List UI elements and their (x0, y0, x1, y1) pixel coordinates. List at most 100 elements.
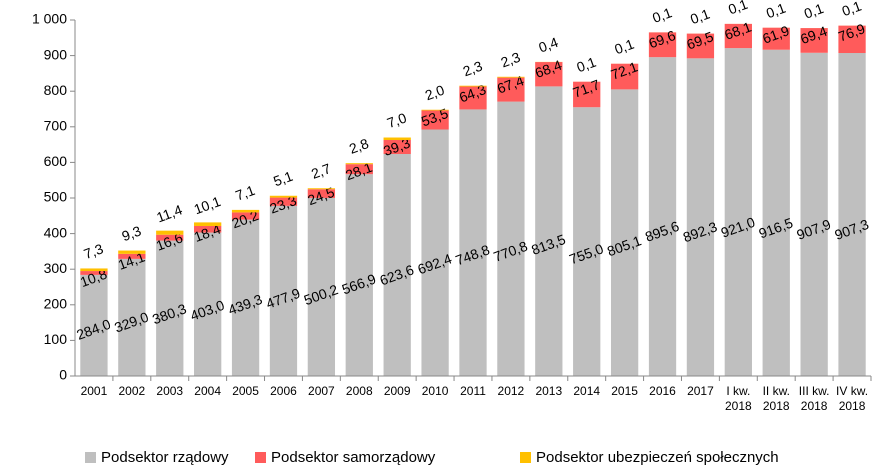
bar-segment (269, 205, 298, 376)
value-label: 2,8 (347, 135, 371, 157)
value-label: 0,1 (764, 0, 788, 21)
y-tick-label: 1 000 (32, 11, 67, 27)
bar-segment (307, 189, 336, 198)
bar-segment (156, 234, 184, 241)
x-tick-label: 2012 (497, 384, 525, 398)
bar-segment (610, 63, 639, 90)
bar-segment (573, 81, 601, 108)
bar-segment (194, 225, 222, 233)
value-label: 10,1 (192, 193, 223, 217)
bar-segment (80, 268, 108, 272)
bar-segment (648, 32, 677, 58)
bar-segment (269, 197, 298, 206)
bar-segment (497, 76, 525, 78)
x-tick-label: 2017 (687, 384, 714, 398)
bar-segment (648, 57, 677, 376)
value-label: 2,7 (309, 160, 333, 182)
y-tick-label: 600 (44, 153, 68, 169)
bar-segment (573, 107, 601, 376)
value-label: 2,3 (461, 58, 485, 80)
bar-segment (686, 33, 715, 59)
value-label: 0,1 (802, 0, 826, 22)
bar-segment (724, 48, 752, 377)
bar-segment (459, 109, 487, 377)
bar-segment (762, 49, 790, 376)
y-tick-label: 200 (44, 296, 68, 312)
x-tick-label: 2013 (535, 384, 563, 398)
x-tick-label: 2014 (573, 384, 601, 398)
bar-segment (194, 232, 222, 376)
legend-swatch (255, 452, 266, 463)
value-label: 2,0 (423, 82, 447, 104)
bar-segment (231, 209, 260, 213)
value-label: 7,0 (385, 109, 409, 131)
x-tick-label: 2009 (383, 384, 411, 398)
legend-swatch (85, 452, 96, 463)
value-label: 11,4 (154, 201, 184, 225)
bar-segment (269, 195, 298, 198)
value-label: 0,1 (574, 54, 598, 76)
y-tick-label: 700 (44, 118, 68, 134)
y-tick-label: 400 (44, 224, 68, 240)
value-label: 5,1 (271, 168, 295, 190)
bar-segment (800, 28, 828, 53)
value-label: 0,4 (536, 34, 560, 56)
value-label: 0,1 (840, 0, 864, 19)
bar-segment (231, 212, 260, 220)
x-tick-label: 2011 (460, 384, 486, 398)
x-tick-label: III kw. 2018 (798, 384, 830, 413)
bar-segment (156, 240, 184, 376)
legend-swatch (520, 452, 531, 463)
x-tick-label: 2005 (232, 384, 259, 398)
x-tick-label: 2016 (649, 384, 676, 398)
bar-segment (421, 110, 449, 130)
bar-segment (80, 271, 108, 275)
bar-segment (838, 53, 866, 377)
bar-segment (497, 101, 525, 376)
bar-segment (118, 258, 146, 376)
x-tick-label: 2003 (156, 384, 184, 398)
x-tick-label: II kw. 2018 (762, 384, 790, 413)
bar-segment (421, 109, 449, 111)
bar-segment (345, 174, 373, 376)
bar-segment (762, 27, 790, 50)
bar-segment (383, 153, 411, 376)
y-tick-label: 100 (44, 331, 68, 347)
bar-segment (497, 77, 525, 102)
bar-segment (535, 62, 563, 87)
value-label: 9,3 (120, 222, 144, 244)
bar-segment (194, 222, 222, 226)
bar-segment (231, 219, 260, 376)
bar-segment (383, 137, 411, 141)
x-tick-label: 2010 (421, 384, 449, 398)
x-tick-label: 2008 (345, 384, 373, 398)
value-label: 0,1 (688, 5, 712, 27)
legend-label: Podsektor samorządowy (271, 449, 436, 466)
x-tick-label: 2004 (194, 384, 221, 398)
bar-segment (345, 164, 373, 175)
x-tick-label: 2007 (308, 384, 335, 398)
x-tick-label: 2006 (270, 384, 297, 398)
legend-label: Podsektor ubezpieczeń społecznych (536, 449, 779, 466)
x-tick-label: 2002 (118, 384, 146, 398)
bar-segment (724, 23, 752, 49)
bar-segment (838, 25, 866, 54)
y-tick-label: 0 (59, 367, 67, 383)
bar-segment (307, 188, 336, 190)
value-label: 0,1 (726, 0, 750, 17)
bar-segment (421, 129, 449, 376)
x-tick-label: 2001 (80, 384, 108, 398)
bar-segment (610, 89, 639, 376)
bar-segment (307, 197, 336, 376)
x-tick-label: IV kw. 2018 (836, 384, 869, 413)
bar-segment (383, 140, 411, 154)
bar-segment (686, 58, 715, 377)
value-label: 7,3 (82, 240, 106, 262)
y-tick-label: 800 (44, 82, 68, 98)
bar-segment (156, 230, 184, 235)
value-label: 7,1 (233, 182, 257, 204)
bar-segment (459, 86, 487, 110)
bar-segment (80, 274, 108, 376)
